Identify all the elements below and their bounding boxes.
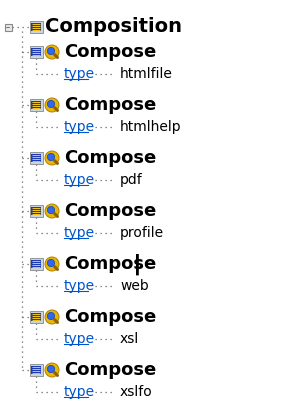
Circle shape bbox=[47, 153, 55, 161]
Bar bbox=[31, 48, 41, 56]
Text: pdf: pdf bbox=[120, 173, 143, 187]
Text: type: type bbox=[64, 67, 95, 81]
Text: type: type bbox=[64, 332, 95, 346]
Circle shape bbox=[45, 363, 59, 377]
Circle shape bbox=[47, 259, 55, 267]
Text: type: type bbox=[64, 279, 95, 293]
Bar bbox=[31, 366, 41, 374]
Bar bbox=[4, 24, 11, 31]
Text: Compose: Compose bbox=[64, 255, 156, 273]
Bar bbox=[31, 23, 41, 31]
Circle shape bbox=[47, 206, 55, 214]
Bar bbox=[29, 258, 43, 270]
Bar bbox=[31, 101, 41, 109]
Circle shape bbox=[45, 98, 59, 112]
Circle shape bbox=[47, 47, 55, 55]
Circle shape bbox=[47, 100, 55, 108]
Text: web: web bbox=[120, 279, 149, 293]
Bar bbox=[31, 313, 41, 321]
Bar bbox=[31, 207, 41, 215]
Text: type: type bbox=[64, 226, 95, 240]
Circle shape bbox=[45, 310, 59, 324]
Bar bbox=[29, 21, 43, 33]
Bar bbox=[31, 260, 41, 268]
Text: type: type bbox=[64, 385, 95, 399]
Circle shape bbox=[45, 151, 59, 165]
Bar bbox=[29, 205, 43, 217]
Text: Compose: Compose bbox=[64, 43, 156, 61]
Text: profile: profile bbox=[120, 226, 164, 240]
Text: xslfo: xslfo bbox=[120, 385, 153, 399]
Text: Compose: Compose bbox=[64, 96, 156, 114]
Bar bbox=[29, 152, 43, 164]
Circle shape bbox=[47, 312, 55, 320]
Bar bbox=[29, 46, 43, 58]
Bar bbox=[29, 364, 43, 376]
Circle shape bbox=[45, 257, 59, 271]
Text: Compose: Compose bbox=[64, 202, 156, 220]
Circle shape bbox=[45, 45, 59, 59]
Bar bbox=[29, 311, 43, 323]
Text: −: − bbox=[6, 24, 10, 31]
Text: htmlhelp: htmlhelp bbox=[120, 120, 182, 134]
Text: ┃: ┃ bbox=[132, 253, 143, 275]
Text: htmlfile: htmlfile bbox=[120, 67, 173, 81]
Text: Composition: Composition bbox=[45, 17, 182, 36]
Text: Compose: Compose bbox=[64, 308, 156, 326]
Bar bbox=[31, 154, 41, 162]
Bar bbox=[29, 99, 43, 111]
Text: Compose: Compose bbox=[64, 149, 156, 167]
Text: xsl: xsl bbox=[120, 332, 139, 346]
Text: type: type bbox=[64, 120, 95, 134]
Circle shape bbox=[47, 366, 55, 373]
Circle shape bbox=[45, 204, 59, 218]
Text: Compose: Compose bbox=[64, 361, 156, 379]
Text: type: type bbox=[64, 173, 95, 187]
